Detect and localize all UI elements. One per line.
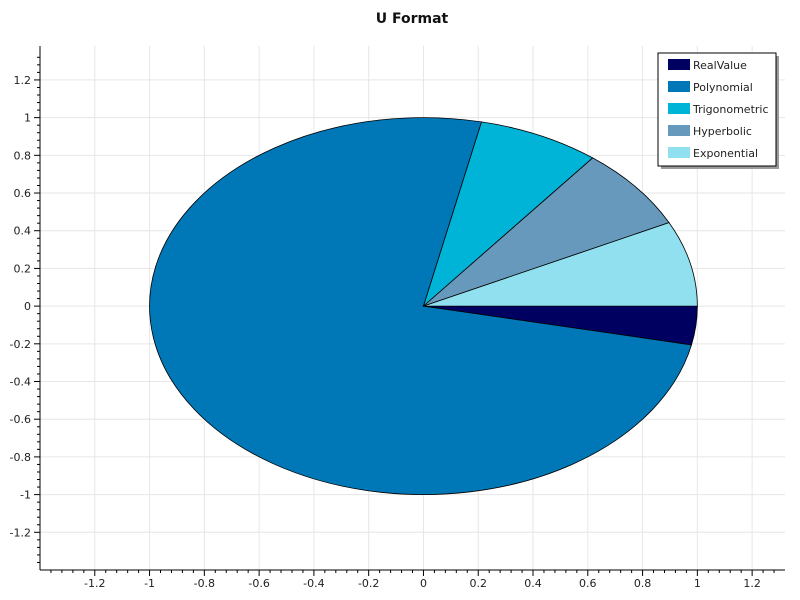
y-tick-label: 1 xyxy=(24,112,31,125)
y-tick-label: -0.4 xyxy=(10,376,31,389)
legend-swatch-hyperbolic xyxy=(668,125,690,136)
y-tick-label: -0.8 xyxy=(10,451,31,464)
x-tick-label: 0 xyxy=(420,577,427,590)
legend[interactable]: RealValue Polynomial Trigonometric Hyperbol… xyxy=(657,52,779,169)
legend-swatch-exponential xyxy=(668,147,690,158)
x-tick-label: 0.4 xyxy=(524,577,542,590)
x-tick-label: 0.8 xyxy=(634,577,652,590)
y-tick-label: 0.4 xyxy=(14,225,32,238)
y-tick-label: 0.2 xyxy=(14,262,32,275)
x-tick-label: 0.6 xyxy=(579,577,597,590)
pie-slice-polynomial[interactable] xyxy=(149,117,693,495)
y-tick-label: -1.2 xyxy=(10,526,31,539)
pie-slice-trigonometric[interactable] xyxy=(422,121,594,308)
pie-slice-exponential[interactable] xyxy=(423,222,698,307)
y-tick-label: 0 xyxy=(24,300,31,313)
y-tick-label: 1.2 xyxy=(14,74,32,87)
legend-label-realvalue: RealValue xyxy=(693,59,747,72)
y-tick-label: 0.6 xyxy=(14,187,32,200)
legend-label-exponential: Exponential xyxy=(693,147,758,160)
x-tick-label: 0.2 xyxy=(469,577,487,590)
x-tick-label: -0.6 xyxy=(248,577,269,590)
x-tick-label: -0.4 xyxy=(303,577,324,590)
legend-swatch-polynomial xyxy=(668,81,690,92)
chart-title: U Format xyxy=(376,11,449,27)
y-tick-label: -1 xyxy=(20,489,31,502)
legend-label-trigonometric: Trigonometric xyxy=(692,103,769,116)
x-tick-label: -1.2 xyxy=(84,577,105,590)
x-tick-label: 1 xyxy=(694,577,701,590)
y-tick-label: -0.6 xyxy=(10,413,31,426)
x-tick-label: -1 xyxy=(144,577,155,590)
y-tick-label: 0.8 xyxy=(14,149,32,162)
y-tick-label: -0.2 xyxy=(10,338,31,351)
axis-ticks: -1.2 -1 -0.8 -0.6 -0.4 -0.2 0 0.2 0.4 0.6 0.8 1 1.2 1… xyxy=(10,56,775,590)
pie-slices xyxy=(149,117,698,495)
x-tick-label: -0.8 xyxy=(194,577,215,590)
legend-label-polynomial: Polynomial xyxy=(693,81,753,94)
x-tick-label: 1.2 xyxy=(743,577,761,590)
legend-swatch-realvalue xyxy=(668,59,690,70)
legend-swatch-trigonometric xyxy=(668,103,690,114)
x-tick-label: -0.2 xyxy=(358,577,379,590)
pie-slice-hyperbolic[interactable] xyxy=(423,157,670,307)
legend-label-hyperbolic: Hyperbolic xyxy=(693,125,752,138)
